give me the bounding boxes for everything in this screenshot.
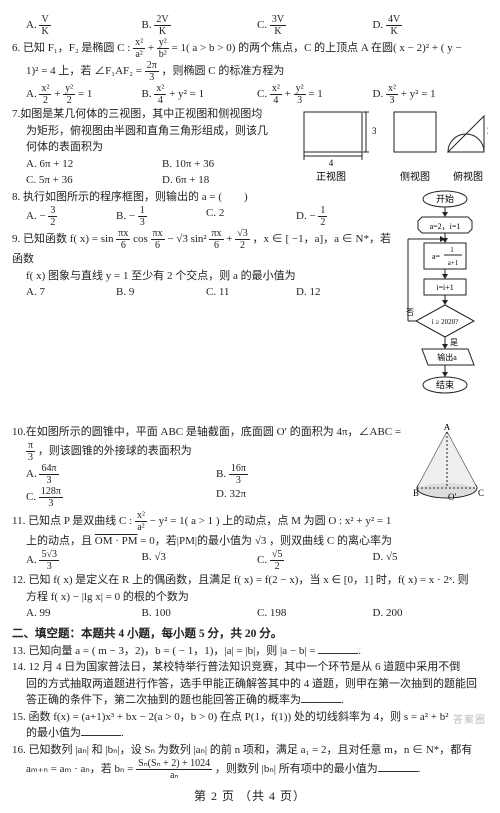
svg-text:侧视图: 侧视图 [400, 170, 430, 183]
q10-opt-d: D. 32π [216, 486, 406, 509]
svg-text:是: 是 [450, 338, 458, 347]
q6-opt-d: D. x²3 + y² = 1 [373, 83, 489, 106]
svg-text:否: 否 [406, 308, 414, 317]
q8-options: A. − 32 B. − 13 C. 2 D. − 12 [12, 205, 386, 228]
q5-options: A. VK B. 2VK C. 3VK D. 4VK [12, 14, 488, 37]
q6-opt-c: C. x²4 + y²3 = 1 [257, 83, 373, 106]
q6-opt-b: B. x²4 + y² = 1 [142, 83, 258, 106]
blank [301, 692, 341, 703]
q12-opt-b: B. 100 [142, 605, 258, 622]
q15: 15. 函数 f(x) = (a+1)x³ + bx − 2(a > 0，b >… [12, 709, 488, 726]
label: A. [26, 19, 37, 31]
q8-opt-b: B. − 13 [116, 205, 206, 228]
section-2-header: 二、填空题：本题共 4 小题，每小题 5 分，共 20 分。 [12, 626, 488, 643]
q9-opt-b: B. 9 [116, 284, 206, 301]
svg-text:4: 4 [329, 158, 334, 168]
q12-line2: 方程 f( x) − |lg x| = 0 的根的个数为 [12, 589, 488, 606]
blank [378, 761, 418, 772]
svg-text:A: A [444, 424, 451, 432]
q5-opt-d: D. 4VK [373, 14, 489, 37]
label: D. [373, 19, 384, 31]
q12-options: A. 99 B. 100 C. 198 D. 200 [12, 605, 488, 622]
q6-options: A. x²2 + y²2 = 1 B. x²4 + y² = 1 C. x²4 … [12, 83, 488, 106]
q9-opt-c: C. 11 [206, 284, 296, 301]
q12-opt-a: A. 99 [26, 605, 142, 622]
svg-text:i ≥ 2020?: i ≥ 2020? [432, 318, 458, 326]
q7-opt-d: D. 6π + 18 [162, 172, 298, 189]
q7-opt-a: A. 6π + 12 [26, 156, 162, 173]
watermark: 答案圈 [453, 713, 486, 728]
q8-opt-a: A. − 32 [26, 205, 116, 228]
q11-opt-c: C. √52 [257, 549, 373, 572]
svg-text:a=2，i=1: a=2，i=1 [430, 222, 461, 231]
q-no: 13. [12, 645, 26, 657]
q12-opt-c: C. 198 [257, 605, 373, 622]
q-no: 14. [12, 661, 26, 673]
q10-opt-a: A. 64π3 [26, 463, 216, 486]
svg-text:俯视图: 俯视图 [453, 170, 483, 183]
svg-text:输出a: 输出a [437, 352, 457, 362]
svg-text:正视图: 正视图 [316, 170, 346, 183]
text: = 1( a > b > 0) 的两个焦点，C 的上顶点 A 在圆( x − 2… [172, 42, 462, 54]
q14: 14. 12 月 4 日为国家普法日，某校特举行普法知识竞赛，其中一个环节是从 … [12, 659, 488, 676]
svg-text:3: 3 [487, 126, 488, 136]
q5-opt-b: B. 2VK [142, 14, 258, 37]
q7-opt-c: C. 5π + 36 [26, 172, 162, 189]
page-footer: 第 2 页 （共 4 页） [12, 787, 488, 805]
q-no: 10. [12, 426, 26, 438]
q9-options: A. 7 B. 9 C. 11 D. 12 [12, 284, 386, 301]
q8-opt-d: D. − 12 [296, 205, 386, 228]
q12-opt-d: D. 200 [373, 605, 489, 622]
svg-text:结束: 结束 [436, 379, 454, 390]
q6-opt-a: A. x²2 + y²2 = 1 [26, 83, 142, 106]
q11-opt-d: D. √5 [373, 549, 489, 572]
q8-opt-c: C. 2 [206, 205, 296, 228]
q9-opt-a: A. 7 [26, 284, 116, 301]
q7-opt-b: B. 10π + 36 [162, 156, 298, 173]
q-no: 6. [12, 42, 20, 54]
q6: 6. 已知 F₁，F₂ 是椭圆 C : x²a² + y²b² = 1( a >… [12, 37, 488, 60]
q-no: 16. [12, 744, 26, 756]
cone-figure: A B C O′ [406, 424, 488, 510]
flowchart-figure: 开始 a=2，i=1 a= 1 a+1 i=i+1 i ≥ 2020? 否 是 … [402, 189, 488, 424]
q10-opt-c: C. 128π3 [26, 486, 216, 509]
label: B. [142, 19, 152, 31]
svg-text:C: C [478, 488, 484, 498]
q11-line2: 上的动点，且 OM · PM = 0，若|PM|的最小值为 √3 ，则双曲线 C… [12, 533, 488, 550]
q-no: 9. [12, 233, 20, 245]
q13: 13. 已知向量 a = ( m − 3，2)，b = ( − 1，1)，|a|… [12, 643, 488, 660]
q10: 10.在如图所示的圆锥中，平面 ABC 是轴截面，底面圆 O′ 的面积为 4π，… [12, 424, 488, 510]
blank [81, 725, 121, 736]
q-no: 7. [12, 108, 20, 120]
q5-opt-c: C. 3VK [257, 14, 373, 37]
label: C. [257, 19, 267, 31]
q12: 12. 已知 f( x) 是定义在 R 上的偶函数，且满足 f( x) = f(… [12, 572, 488, 589]
svg-text:O′: O′ [448, 492, 456, 502]
q11-opt-a: A. 5√33 [26, 549, 142, 572]
svg-text:i=i+1: i=i+1 [436, 283, 453, 292]
q9-opt-d: D. 12 [296, 284, 386, 301]
q-no: 11. [12, 515, 25, 527]
q16-line2: aₘ₊ₙ = aₘ · aₙ，若 bₙ = Sₙ(Sₙ + 2) + 1024a… [12, 758, 488, 781]
q7: 7.如图是某几何体的三视图，其中正视图和侧视图均 为矩形，俯视图由半圆和直角三角… [12, 106, 488, 189]
q10-opt-b: B. 16π3 [216, 463, 406, 486]
svg-text:1: 1 [450, 246, 454, 254]
svg-text:3: 3 [372, 126, 377, 136]
q16: 16. 已知数列 |aₙ| 和 |bₙ|，设 Sₙ 为数列 |aₙ| 的前 n … [12, 742, 488, 759]
blank [318, 643, 358, 654]
q11-options: A. 5√33 B. √3 C. √52 D. √5 [12, 549, 488, 572]
svg-text:开始: 开始 [436, 193, 454, 204]
q11: 11. 已知点 P 是双曲线 C : x²a² − y² = 1( a > 1 … [12, 510, 488, 533]
svg-text:a+1: a+1 [448, 259, 459, 267]
q11-opt-b: B. √3 [142, 549, 258, 572]
svg-text:a=: a= [432, 252, 441, 261]
text: 已知 F₁，F₂ 是椭圆 C : [23, 42, 130, 54]
three-view-figure: 4 3 正视图 侧视图 3 俯视图 [298, 106, 488, 184]
q-no: 8. [12, 191, 20, 203]
q5-opt-a: A. VK [26, 14, 142, 37]
q-no: 12. [12, 574, 26, 586]
q-no: 15. [12, 711, 26, 723]
svg-text:B: B [413, 488, 419, 498]
q6-line2: 1)² = 4 上，若 ∠F₁AF₂ = 2π3 ，则椭圆 C 的标准方程为 [12, 60, 488, 83]
